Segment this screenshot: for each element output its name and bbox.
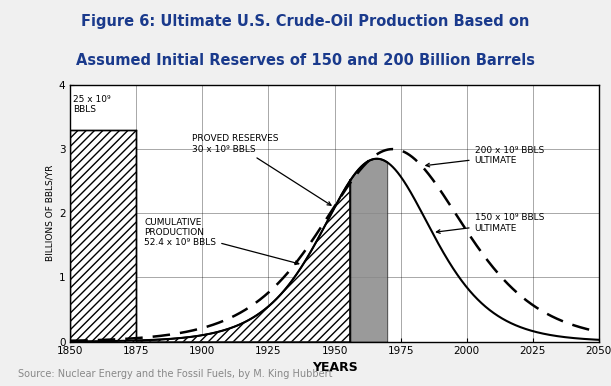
Text: PROVED RESERVES
30 x 10⁹ BBLS: PROVED RESERVES 30 x 10⁹ BBLS [192, 134, 331, 205]
Text: 200 x 10⁹ BBLS
ULTIMATE: 200 x 10⁹ BBLS ULTIMATE [426, 146, 544, 167]
Text: Source: Nuclear Energy and the Fossil Fuels, by M. King Hubbert: Source: Nuclear Energy and the Fossil Fu… [18, 369, 333, 379]
Text: 25 x 10⁹
BBLS: 25 x 10⁹ BBLS [73, 95, 111, 114]
Text: Figure 6: Ultimate U.S. Crude-Oil Production Based on: Figure 6: Ultimate U.S. Crude-Oil Produc… [81, 14, 530, 29]
Text: Assumed Initial Reserves of 150 and 200 Billion Barrels: Assumed Initial Reserves of 150 and 200 … [76, 53, 535, 68]
Text: 150 x 10⁹ BBLS
ULTIMATE: 150 x 10⁹ BBLS ULTIMATE [436, 213, 544, 233]
Text: CUMULATIVE
PRODUCTION
52.4 x 10⁹ BBLS: CUMULATIVE PRODUCTION 52.4 x 10⁹ BBLS [144, 218, 299, 264]
X-axis label: YEARS: YEARS [312, 361, 357, 374]
Bar [70, 130, 136, 342]
Y-axis label: BILLIONS OF BBLS/YR: BILLIONS OF BBLS/YR [46, 165, 54, 261]
